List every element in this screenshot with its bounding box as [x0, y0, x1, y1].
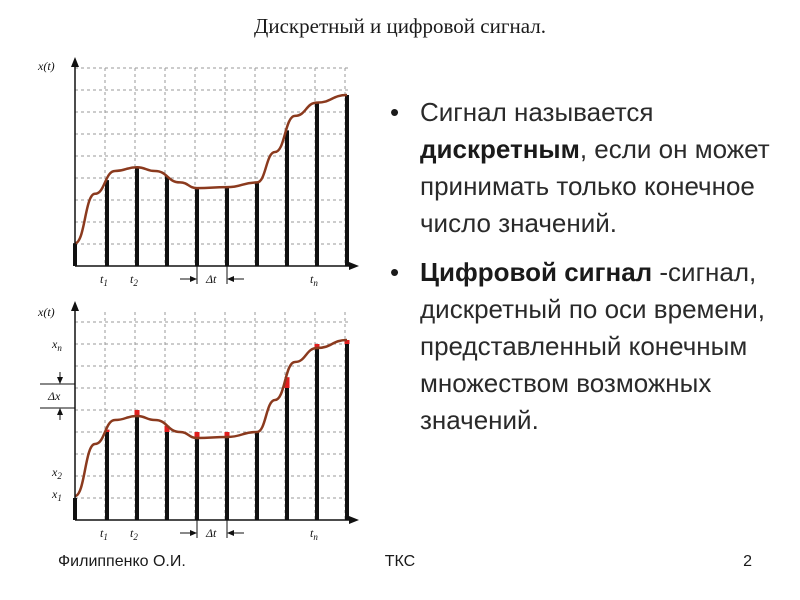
- grid: [74, 67, 350, 267]
- dt-arrowhead-right: [227, 276, 234, 282]
- x2-label: x2: [51, 465, 62, 481]
- sample-lines: [73, 95, 349, 266]
- x1-label: x1: [51, 487, 62, 503]
- x-axis-arrow: [349, 516, 359, 524]
- bullet-item-digital: Цифровой сигнал -сигнал, дискретный по о…: [388, 254, 783, 439]
- page-number: 2: [743, 553, 752, 570]
- dt-label: Δt: [205, 526, 217, 540]
- axes: [71, 57, 359, 284]
- term-discrete: дискретным: [420, 134, 580, 164]
- dx-label: Δx: [47, 389, 61, 403]
- dt-arrowhead-right: [227, 530, 234, 536]
- y-axis-label: x(t): [37, 59, 55, 73]
- bullet-list: Сигнал называется дискретным, если он мо…: [388, 94, 783, 451]
- dx-arrowhead-bottom: [57, 408, 63, 415]
- axes: [40, 301, 359, 538]
- xn-label: xn: [51, 337, 62, 353]
- discrete-signal-diagram: x(t) t t1 t2 Δt tn: [37, 57, 359, 288]
- footer-author: Филиппенко О.И.: [58, 553, 186, 570]
- tn-label: tn: [310, 272, 318, 288]
- y-axis-label: x(t): [37, 305, 55, 319]
- slide-title: Дискретный и цифровой сигнал.: [254, 14, 546, 38]
- x-axis-arrow: [349, 262, 359, 270]
- t2-label: t2: [130, 272, 138, 288]
- y-axis-arrow: [71, 57, 79, 67]
- y-axis-arrow: [71, 301, 79, 311]
- sample-lines: [73, 344, 349, 520]
- dt-arrowhead-left: [190, 530, 197, 536]
- digital-signal-diagram: x(t) t xn Δx x2 x1 t1 t2 Δt tn: [37, 301, 359, 542]
- t2-label: t2: [130, 526, 138, 542]
- bullet-item-discrete: Сигнал называется дискретным, если он мо…: [388, 94, 783, 242]
- t1-label: t1: [100, 526, 108, 542]
- tn-label: tn: [310, 526, 318, 542]
- footer-course: ТКС: [384, 553, 416, 570]
- signal-curve: [74, 93, 348, 245]
- dt-arrowhead-left: [190, 276, 197, 282]
- quantization-error-marks: [104, 340, 350, 438]
- signal-curve: [74, 338, 348, 498]
- term-digital: Цифровой сигнал: [420, 257, 653, 287]
- dt-label: Δt: [205, 272, 217, 286]
- grid: [74, 312, 350, 521]
- t1-label: t1: [100, 272, 108, 288]
- dx-arrowhead-top: [57, 377, 63, 384]
